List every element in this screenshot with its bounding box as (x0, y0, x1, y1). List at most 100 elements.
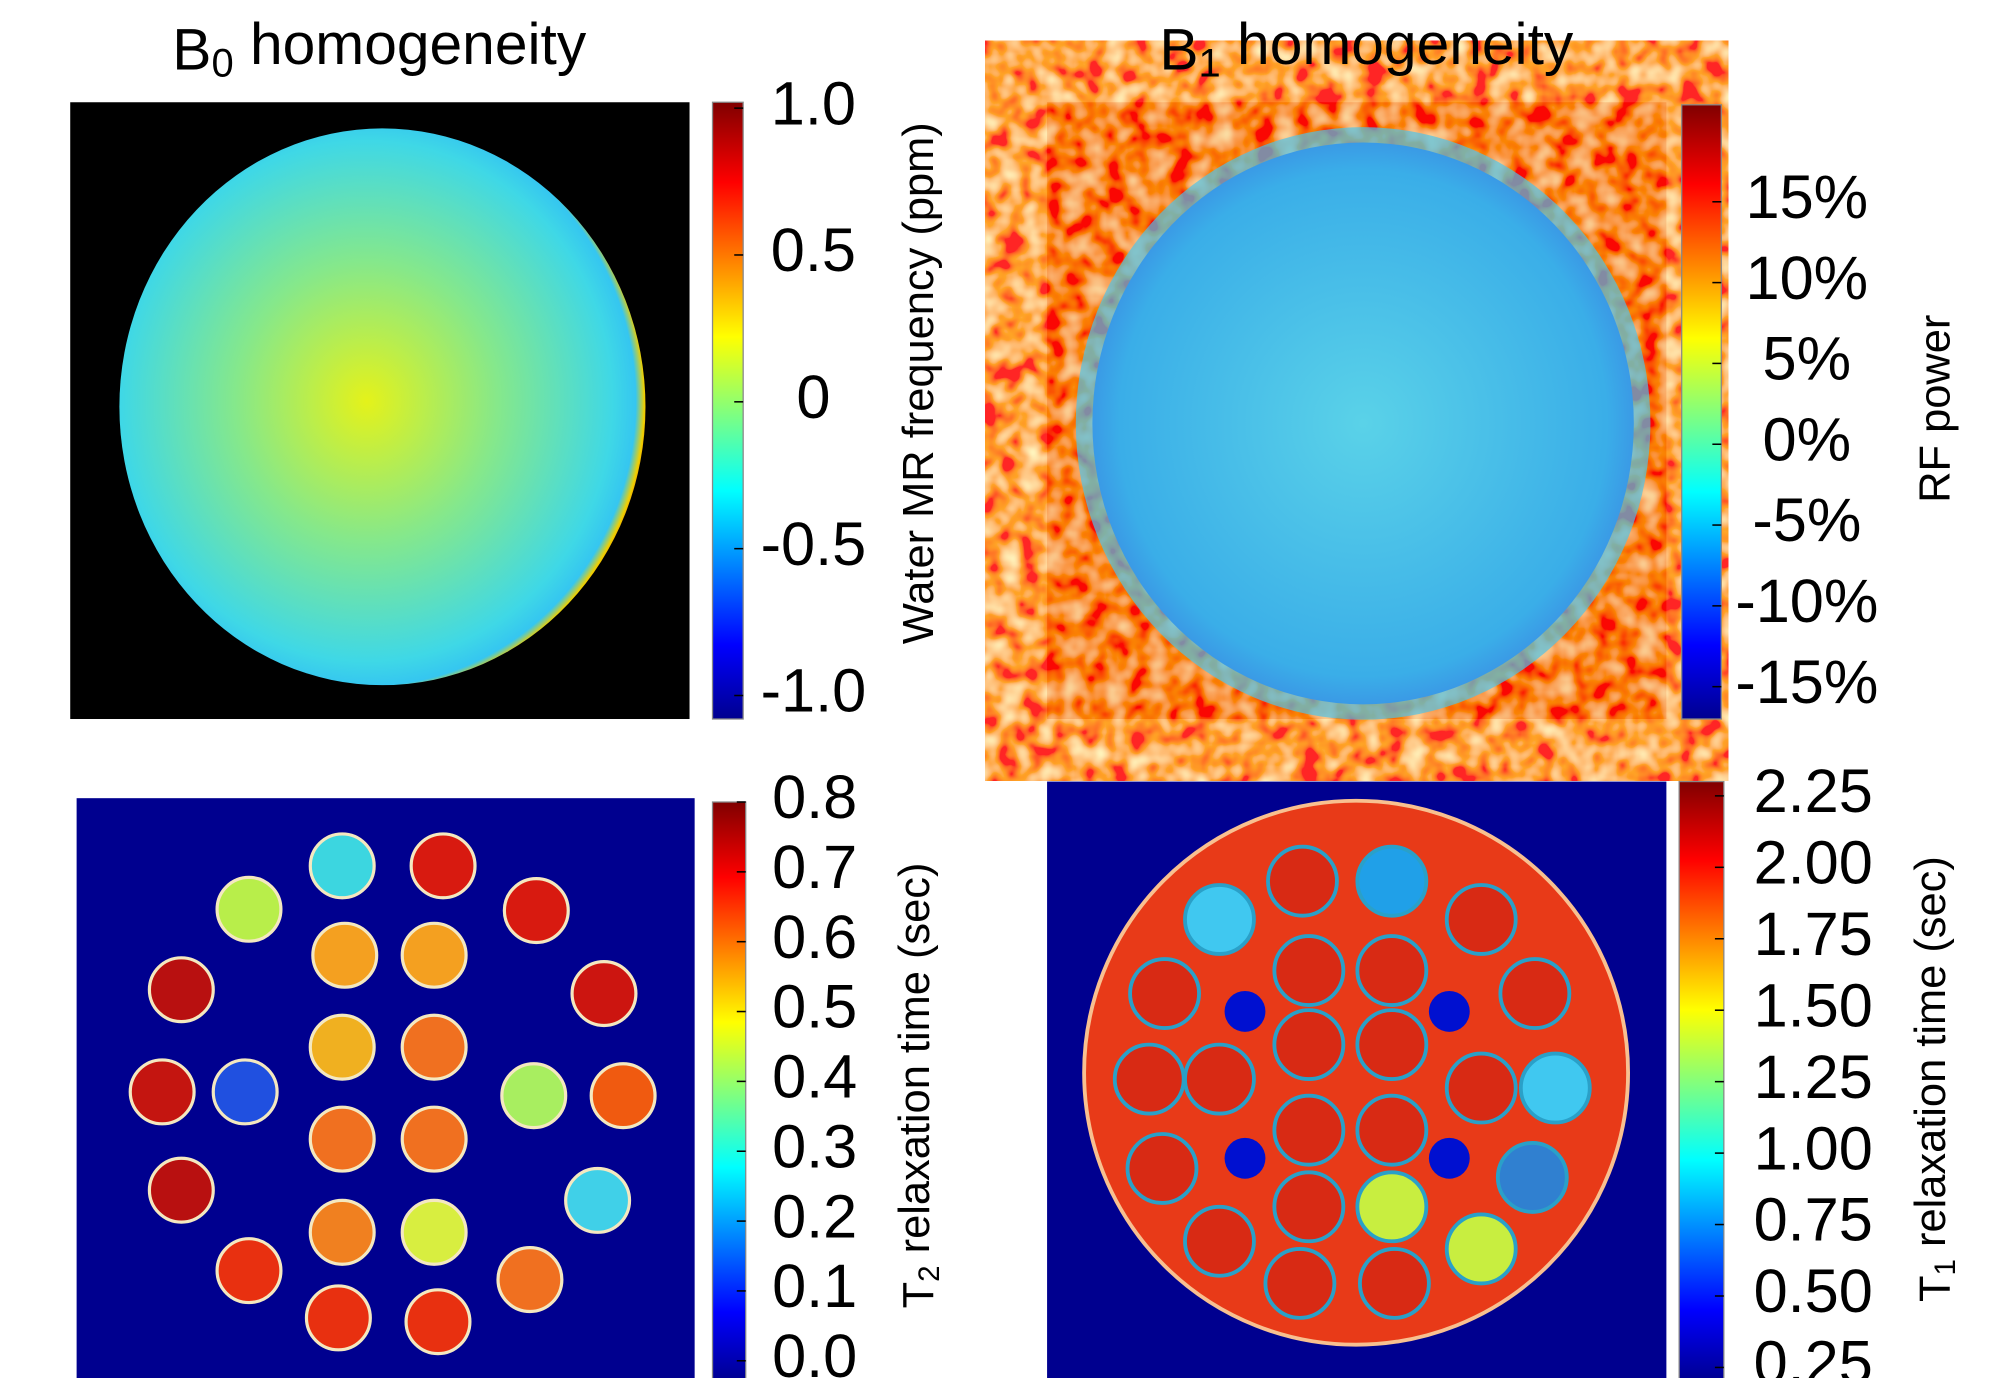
vial (406, 1290, 470, 1354)
colorbar-label: T1 relaxation time (sec) (1908, 856, 1962, 1302)
colorbar-tick-label: 5% (1763, 325, 1852, 393)
vial (310, 1015, 374, 1079)
colorbar-label: T2 relaxation time (sec) (891, 863, 945, 1309)
colorbar-tick-label: 0.75 (1754, 1186, 1873, 1254)
colorbar-tick-label: 0.5 (771, 216, 856, 284)
colorbar (1682, 105, 1722, 719)
colorbar-tick-label: -0.5 (761, 510, 867, 578)
panel-title-rest: homogeneity (1221, 12, 1574, 77)
colorbar-tick-label: -1.0 (761, 657, 867, 725)
colorbar-tick-label: 10% (1746, 244, 1869, 312)
vial (402, 1107, 466, 1171)
colorbar (713, 102, 744, 719)
colorbar-tick-label: 0.2 (772, 1182, 857, 1250)
vial (149, 958, 213, 1022)
colorbar-tick-label: 0% (1763, 405, 1852, 473)
panel-title-rest: homogeneity (234, 12, 587, 77)
vial (1521, 1054, 1590, 1123)
vial (402, 923, 466, 987)
vial (217, 1239, 281, 1303)
colorbar-tick-label: 0.25 (1754, 1329, 1873, 1378)
colorbar-tick-label: 1.50 (1754, 971, 1873, 1039)
vial (1130, 959, 1199, 1028)
panel: 0.80.70.60.50.40.30.20.10.0T2 relaxation… (77, 763, 946, 1378)
vial (411, 834, 475, 898)
vial (502, 1064, 566, 1128)
colorbar-tick-label: 0.50 (1754, 1257, 1873, 1325)
vial (498, 1248, 562, 1312)
colorbar-label-sub: 2 (913, 1265, 946, 1281)
vial (130, 1060, 194, 1124)
vial (402, 1200, 466, 1264)
colorbar-tick-label: 0.7 (772, 833, 857, 901)
vial (310, 1107, 374, 1171)
colorbar-label-base: Water MR frequency (ppm) (895, 122, 943, 644)
colorbar-label-base: RF power (1912, 315, 1960, 503)
colorbar-tick-label: 0.6 (772, 903, 857, 971)
vial-water (1225, 991, 1266, 1032)
vial (1500, 959, 1569, 1028)
colorbar-tick-label: 0.8 (772, 763, 857, 831)
colorbar-tick-label: 2.00 (1754, 829, 1873, 897)
vial (1447, 1054, 1516, 1123)
vial (1268, 847, 1337, 916)
vial (149, 1158, 213, 1222)
page: B0 homogeneity1.00.50-0.5-1.0Water MR fr… (0, 0, 1992, 1378)
colorbar-label-rest: relaxation time (sec) (891, 863, 939, 1266)
vial (1274, 1096, 1343, 1165)
phantom (119, 128, 645, 685)
vial (402, 1015, 466, 1079)
vial (213, 1060, 277, 1124)
panel-title: B0 homogeneity (172, 12, 587, 86)
panel-title-sub: 1 (1199, 41, 1221, 85)
vial (1357, 1172, 1426, 1241)
colorbar-tick-label: 0.4 (772, 1043, 857, 1111)
vial (1357, 1010, 1426, 1079)
colorbar-label-rest: relaxation time (sec) (1908, 856, 1956, 1259)
vial (310, 834, 374, 898)
vial (1185, 885, 1254, 954)
vial (310, 1200, 374, 1264)
colorbar-tick-label: 2.25 (1754, 757, 1873, 825)
colorbar-label-base: T (1912, 1275, 1960, 1302)
colorbar-tick-label: -5% (1752, 486, 1861, 554)
colorbar-label-sub: 1 (1929, 1259, 1962, 1275)
colorbar (1679, 782, 1724, 1378)
colorbar-tick-label: 1.75 (1754, 900, 1873, 968)
panel-title-base: B (172, 17, 211, 82)
vial (1185, 1045, 1254, 1114)
colorbar-tick-label: 0.5 (772, 973, 857, 1041)
colorbar-label: Water MR frequency (ppm) (895, 122, 943, 644)
colorbar-label-base: T (895, 1282, 943, 1309)
colorbar-tick-label: -10% (1735, 567, 1878, 635)
vial (1274, 936, 1343, 1005)
colorbar-tick-label: 0 (796, 363, 830, 431)
vial (306, 1286, 370, 1350)
colorbar-tick-label: 1.0 (771, 69, 856, 137)
vial (1357, 847, 1426, 916)
vial-water (1429, 1138, 1470, 1179)
vial (572, 962, 636, 1026)
vial (1447, 1214, 1516, 1283)
colorbar-tick-label: 0.0 (772, 1322, 857, 1378)
colorbar-tick-label: 1.25 (1754, 1043, 1873, 1111)
vial (1447, 885, 1516, 954)
colorbar-tick-label: -15% (1735, 648, 1878, 716)
figure: B0 homogeneity1.00.50-0.5-1.0Water MR fr… (0, 0, 1992, 1378)
vial-water (1225, 1138, 1266, 1179)
vial (1357, 936, 1426, 1005)
vial (591, 1064, 655, 1128)
panel-title-sub: 0 (211, 41, 233, 85)
vial (313, 923, 377, 987)
panel-title-base: B (1159, 17, 1198, 82)
phantom (1092, 142, 1633, 704)
vial-water (1429, 991, 1470, 1032)
vial (1265, 1249, 1334, 1318)
vial (1128, 1134, 1197, 1203)
vial (217, 877, 281, 941)
colorbar-tick-label: 0.1 (772, 1252, 857, 1320)
